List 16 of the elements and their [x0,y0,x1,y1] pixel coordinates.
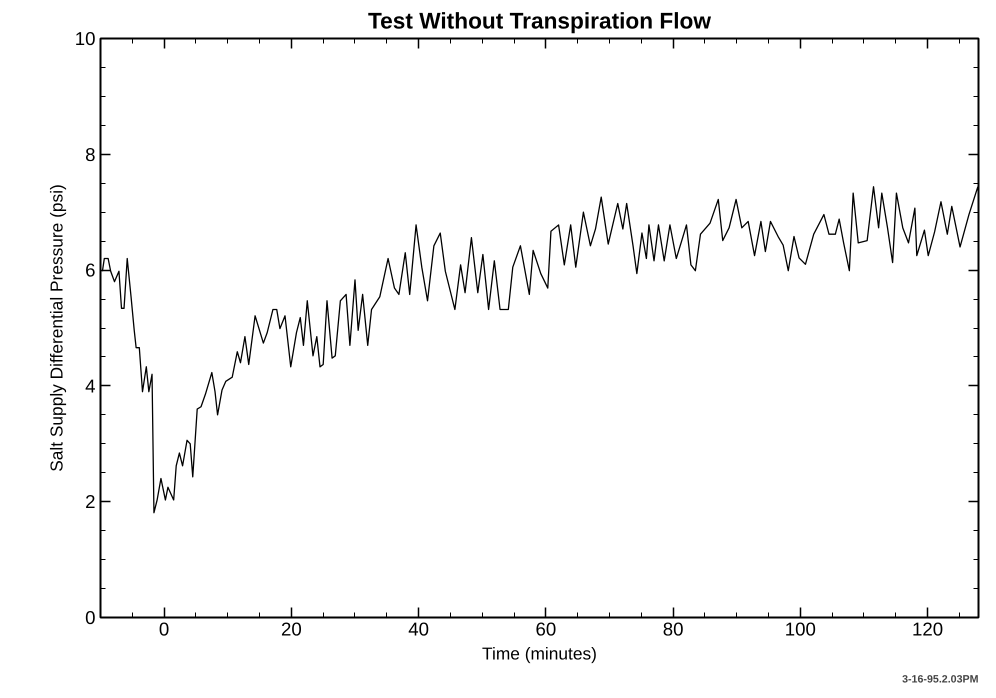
x-tick-label: 0 [158,618,170,640]
chart-title: Test Without Transpiration Flow [368,8,712,34]
x-tick-label: 100 [784,618,816,640]
text: 3-16-95.2.03PM [902,674,979,686]
y-tick-label: 10 [74,28,96,49]
x-tick-label: 60 [535,618,556,640]
y-tick-label: 4 [85,375,96,396]
y-tick-label: 8 [85,144,96,165]
x-tick-label: 80 [662,618,684,640]
x-tick-label: 20 [280,618,302,640]
x-axis-title: Time (minutes) [482,644,597,664]
x-tick-label: 120 [912,618,944,640]
y-tick-label: 2 [85,491,96,512]
x-tick-label: 40 [408,618,430,640]
y-axis-title: Salt Supply Differential Pressure (psi) [46,184,67,472]
y-tick-label: 6 [85,260,96,281]
